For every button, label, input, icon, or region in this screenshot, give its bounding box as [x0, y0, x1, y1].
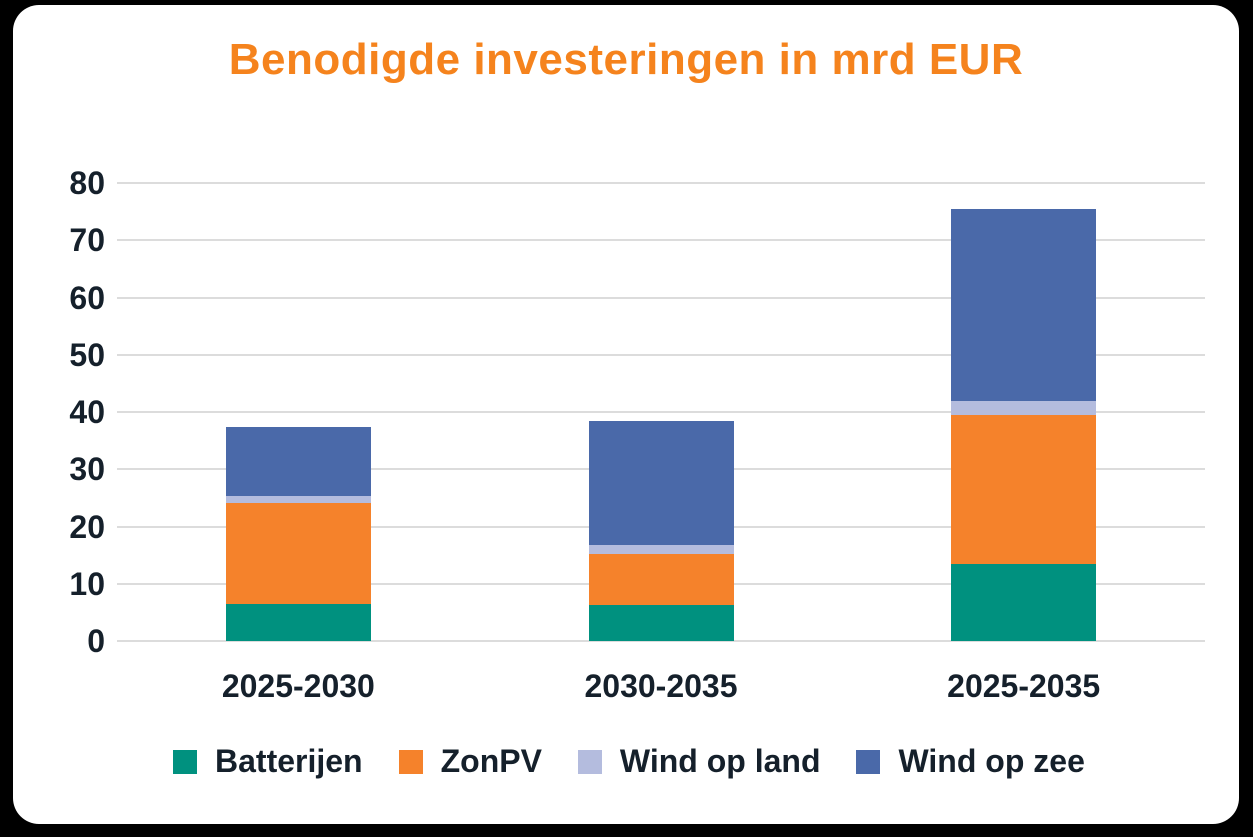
legend-item-zonpv: ZonPV — [398, 743, 542, 780]
y-tick-label-70: 70 — [69, 222, 105, 259]
legend-swatch-zonpv — [398, 749, 423, 774]
bar-2025-2035-segment-wind-op-land — [951, 400, 1097, 415]
y-tick-label-60: 60 — [69, 279, 105, 316]
chart-title: Benodigde investeringen in mrd EUR — [228, 35, 1024, 84]
bar-2025-2030-segment-batterijen — [225, 603, 371, 641]
legend-item-wind-op-zee: Wind op zee — [856, 743, 1085, 780]
y-tick-label-40: 40 — [69, 394, 105, 430]
bar-2030-2035-segment-wind-op-land — [588, 545, 734, 554]
legend-item-wind-op-land: Wind op land — [577, 743, 821, 780]
y-axis: 0 10 20 30 40 50 60 70 80 — [13, 165, 105, 659]
gridline-70 — [117, 239, 1205, 242]
legend-label-wind-op-land: Wind op land — [619, 743, 821, 779]
bar-2025-2035-segment-batterijen — [951, 563, 1097, 641]
bar-2025-2030-segment-wind-op-zee — [225, 427, 371, 497]
y-tick-label-50: 50 — [69, 336, 105, 373]
bar-2025-2035-segment-wind-op-zee — [951, 208, 1097, 401]
x-tick-label-2025-2030: 2025-2030 — [221, 668, 375, 704]
y-tick-label-0: 0 — [87, 623, 105, 659]
x-tick-label-2030-2035: 2030-2035 — [584, 668, 738, 704]
legend-item-batterijen: Batterijen — [173, 743, 363, 780]
plot-area: 2025-2030 2030-2035 2025-2035 — [117, 182, 1205, 704]
y-tick-label-10: 10 — [69, 565, 105, 602]
y-tick-label-20: 20 — [69, 508, 105, 545]
chart-card: Benodigde investeringen in mrd EUR 0 10 20… — [13, 5, 1239, 824]
gridline-60 — [117, 296, 1205, 299]
legend-swatch-batterijen — [173, 749, 197, 774]
gridline-50 — [117, 353, 1205, 356]
x-tick-label-2025-2035: 2025-2035 — [947, 668, 1101, 704]
gridline-40 — [117, 411, 1205, 413]
legend: Batterijen ZonPV Wind op land Wind op zee — [173, 743, 1085, 780]
legend-swatch-wind-op-land — [577, 749, 602, 774]
y-tick-label-30: 30 — [69, 451, 105, 488]
gridline-0 — [117, 640, 1205, 642]
gridline-80 — [117, 182, 1205, 184]
bar-2030-2035-segment-batterijen — [588, 604, 734, 641]
bar-2025-2035-segment-zonpv — [951, 414, 1097, 564]
bar-2025-2030-segment-wind-op-land — [225, 496, 371, 504]
legend-swatch-wind-op-zee — [856, 749, 881, 774]
y-tick-label-80: 80 — [69, 165, 105, 201]
bar-2030-2035-segment-zonpv — [588, 554, 734, 605]
bar-2030-2035-segment-wind-op-zee — [588, 420, 734, 546]
bar-2025-2030-segment-zonpv — [225, 503, 371, 604]
legend-label-batterijen: Batterijen — [215, 743, 363, 779]
legend-label-wind-op-zee: Wind op zee — [898, 743, 1085, 779]
legend-label-zonpv: ZonPV — [440, 743, 542, 779]
